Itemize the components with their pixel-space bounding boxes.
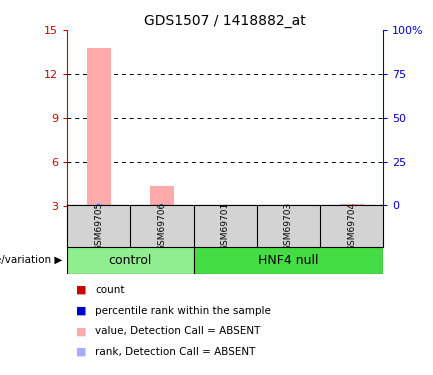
Bar <box>96 203 102 206</box>
Text: genotype/variation ▶: genotype/variation ▶ <box>0 255 63 266</box>
Text: control: control <box>109 254 152 267</box>
Bar <box>150 186 174 206</box>
Bar <box>194 247 383 274</box>
Text: count: count <box>95 285 125 295</box>
Text: GSM69705: GSM69705 <box>94 202 103 251</box>
Bar <box>67 247 194 274</box>
Text: GSM69703: GSM69703 <box>284 202 293 251</box>
Text: GSM69701: GSM69701 <box>221 202 229 251</box>
Bar <box>213 205 237 206</box>
Text: ■: ■ <box>76 306 86 316</box>
Text: GSM69706: GSM69706 <box>158 202 166 251</box>
Bar <box>339 204 364 206</box>
Title: GDS1507 / 1418882_at: GDS1507 / 1418882_at <box>144 13 306 28</box>
Text: ■: ■ <box>76 347 86 357</box>
Text: value, Detection Call = ABSENT: value, Detection Call = ABSENT <box>95 326 261 336</box>
Text: GSM69704: GSM69704 <box>347 202 356 251</box>
Text: rank, Detection Call = ABSENT: rank, Detection Call = ABSENT <box>95 347 255 357</box>
Bar <box>87 48 111 206</box>
Bar <box>159 204 165 206</box>
Text: ■: ■ <box>76 285 86 295</box>
Text: ■: ■ <box>76 326 86 336</box>
Text: percentile rank within the sample: percentile rank within the sample <box>95 306 271 316</box>
Text: HNF4 null: HNF4 null <box>258 254 319 267</box>
